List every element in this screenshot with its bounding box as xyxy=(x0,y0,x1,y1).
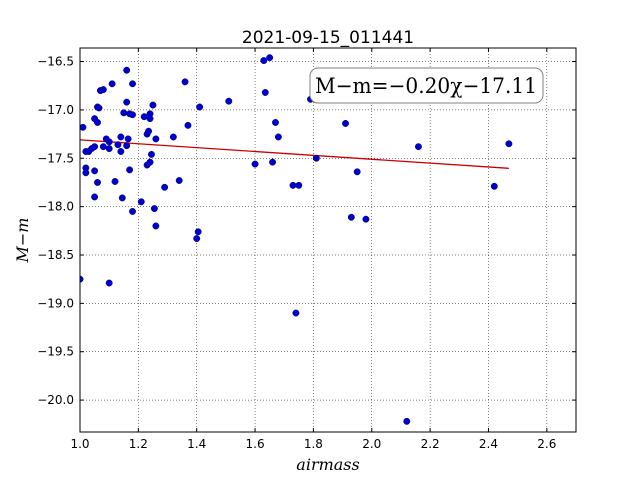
data-point xyxy=(123,142,131,150)
data-point xyxy=(225,97,233,105)
x-tick-label: 1.6 xyxy=(246,437,265,451)
data-point xyxy=(312,154,320,162)
data-point xyxy=(353,168,361,176)
data-point xyxy=(114,141,122,149)
y-tick-label: −19.5 xyxy=(37,345,74,359)
x-tick-label: 1.4 xyxy=(187,437,206,451)
data-point xyxy=(126,166,134,174)
data-point xyxy=(148,150,155,158)
x-tick-label: 1.2 xyxy=(129,437,148,451)
data-point xyxy=(266,54,274,62)
data-point xyxy=(152,222,160,230)
data-point xyxy=(272,119,279,126)
plot-frame xyxy=(79,47,577,433)
data-point xyxy=(91,193,99,201)
y-tick-label: −19.0 xyxy=(37,296,74,310)
y-tick-label: −17.0 xyxy=(37,103,74,117)
x-tick-label: 2.0 xyxy=(362,437,381,451)
data-point xyxy=(108,80,116,88)
x-tick-label: 2.6 xyxy=(537,437,556,451)
data-point xyxy=(95,104,103,112)
data-point xyxy=(82,169,90,177)
annotation-box xyxy=(309,67,544,104)
y-tick-label: −20.0 xyxy=(37,393,74,407)
x-axis-label: airmass xyxy=(296,455,359,474)
data-point xyxy=(161,183,169,191)
data-point xyxy=(94,119,101,126)
y-tick-label: −16.5 xyxy=(37,55,74,69)
fit-annotation: M−m=−0.20χ−17.11 xyxy=(309,67,544,104)
y-tick-label: −18.5 xyxy=(37,248,74,262)
data-point xyxy=(105,279,113,287)
axis-ticks: 1.0 1.2 1.4 1.6 1.8 2.0 2.2 2.4 2.6 −16.5 −17.0 −17… xyxy=(37,48,576,451)
data-point xyxy=(99,143,107,151)
data-point xyxy=(117,148,125,155)
data-point xyxy=(94,178,101,186)
fit-line xyxy=(79,139,509,169)
data-point xyxy=(99,86,107,94)
data-point xyxy=(414,143,422,151)
data-point xyxy=(342,119,349,127)
x-tick-label: 2.4 xyxy=(479,437,498,451)
data-point xyxy=(269,158,277,166)
data-point xyxy=(123,66,131,74)
data-point xyxy=(490,182,498,190)
data-point xyxy=(403,417,411,425)
data-point xyxy=(196,103,204,111)
data-point xyxy=(91,167,99,175)
data-point xyxy=(118,194,126,202)
data-point xyxy=(274,133,282,141)
data-point xyxy=(105,145,113,153)
data-point xyxy=(129,80,136,88)
data-point xyxy=(260,57,268,65)
data-point xyxy=(123,98,131,106)
data-point xyxy=(289,181,297,189)
x-tick-label: 1.8 xyxy=(304,437,323,451)
data-point xyxy=(80,123,87,131)
data-point xyxy=(181,78,189,86)
y-tick-label: −18.0 xyxy=(37,200,74,214)
data-point xyxy=(146,115,154,123)
data-point xyxy=(152,135,160,143)
data-point xyxy=(129,208,136,215)
data-points xyxy=(80,54,513,425)
data-point xyxy=(111,178,119,185)
x-tick-label: 2.2 xyxy=(421,437,440,451)
y-tick-label: −17.5 xyxy=(37,151,74,165)
data-point xyxy=(129,111,136,119)
data-point xyxy=(251,160,259,168)
data-point xyxy=(140,113,148,121)
data-point xyxy=(91,143,99,151)
data-point xyxy=(505,140,513,148)
fit-line-layer xyxy=(79,139,509,169)
data-point xyxy=(105,138,113,146)
x-tick-label: 1.0 xyxy=(70,437,89,451)
data-point xyxy=(137,198,145,206)
chart-title: 2021-09-15_011441 xyxy=(242,28,414,48)
plot-area xyxy=(80,48,576,432)
data-point xyxy=(175,177,183,184)
data-point xyxy=(295,181,303,189)
y-axis-label: M−m xyxy=(13,218,32,264)
data-point xyxy=(261,89,269,96)
data-point xyxy=(146,158,154,166)
data-point xyxy=(292,309,300,317)
data-point xyxy=(194,228,202,236)
data-point xyxy=(193,235,201,242)
data-point xyxy=(145,127,153,135)
data-point xyxy=(120,109,128,117)
data-point xyxy=(347,213,355,221)
data-point xyxy=(149,101,157,109)
data-point xyxy=(184,121,192,129)
annotation-text: M−m=−0.20χ−17.11 xyxy=(315,74,537,98)
data-point xyxy=(169,133,177,141)
data-point xyxy=(150,205,158,213)
data-point xyxy=(117,133,125,141)
data-point xyxy=(362,215,370,223)
data-point xyxy=(124,135,132,143)
